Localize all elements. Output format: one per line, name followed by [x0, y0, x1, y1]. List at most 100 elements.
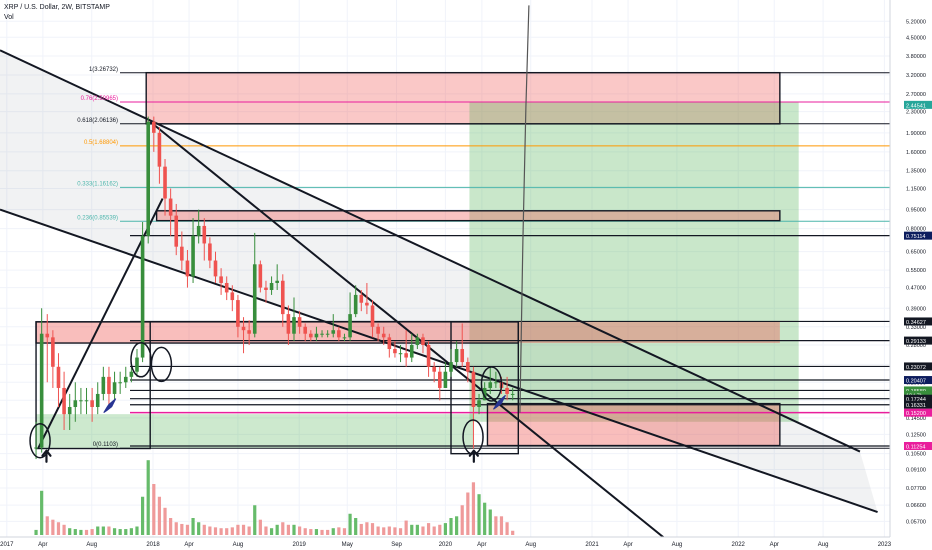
volume-bar: [415, 524, 419, 535]
price-label-bg: [904, 408, 932, 417]
candle-body: [477, 400, 481, 408]
candle-body: [325, 333, 330, 335]
candle-body: [337, 330, 341, 338]
rocket-icon: [493, 394, 506, 410]
highlight-ellipse: [29, 422, 51, 459]
volume-bar: [320, 529, 324, 535]
x-tick-label: Aug: [233, 542, 244, 548]
candle-body: [258, 264, 263, 288]
zone-rect: [36, 321, 780, 344]
candle-body: [180, 246, 184, 261]
candle-body: [286, 314, 291, 334]
candle-body: [393, 349, 397, 354]
volume-bar: [337, 527, 341, 535]
volume-bar: [477, 494, 481, 535]
box-frame: [486, 402, 781, 447]
volume-bar: [180, 523, 184, 535]
candle-body: [236, 300, 240, 327]
candle-body: [224, 282, 229, 293]
volume-bar: [410, 524, 414, 535]
volume-bar: [466, 492, 470, 535]
price-label-bg: [904, 400, 932, 409]
volume-bar: [432, 526, 436, 535]
price-label-bg: [904, 231, 932, 240]
x-tick-label: Apr: [38, 542, 47, 548]
candle-body: [510, 393, 515, 395]
volume-bar: [241, 524, 246, 535]
box-frame: [145, 71, 781, 125]
x-tick-label: 2021: [585, 542, 599, 548]
volume-bar: [499, 516, 504, 535]
candle-body: [34, 447, 38, 449]
candle-body: [460, 349, 465, 363]
zone-rect: [487, 403, 780, 446]
price-axis-bg: [890, 0, 932, 550]
trend-line: [149, 120, 665, 537]
volume-bar: [393, 527, 397, 535]
volume-bar: [225, 528, 229, 535]
candle-body: [146, 121, 150, 236]
y-tick-label: 1.90000: [906, 131, 926, 137]
volume-bar: [460, 505, 464, 535]
candle-body: [264, 287, 268, 290]
y-tick-label: 0.28000: [906, 343, 926, 349]
price-label: 2.44541: [906, 103, 926, 109]
candle-body: [135, 357, 139, 372]
price-label: 0.75114: [906, 234, 925, 240]
price-label-bg: [904, 386, 932, 395]
price-label: 0.23072: [906, 365, 926, 371]
candle-body: [454, 349, 459, 363]
volume-bar: [73, 529, 77, 535]
candle-body: [185, 260, 190, 277]
volume-bar: [34, 529, 38, 535]
candle-body: [95, 393, 100, 408]
highlight-ellipse: [130, 342, 152, 378]
x-tick-label: Aug: [672, 542, 683, 548]
candle-body: [196, 225, 201, 236]
highlight-ellipse: [150, 346, 173, 383]
y-tick-label: 3.20000: [906, 73, 926, 79]
candle-body: [303, 326, 308, 334]
price-label: 0.15200: [906, 411, 926, 417]
candle-body: [241, 326, 246, 331]
zone-rect: [156, 210, 780, 221]
candle-body: [376, 326, 380, 334]
price-label: 0.11254: [906, 444, 925, 450]
y-tick-label: 1.35000: [906, 169, 926, 175]
candle-body: [320, 333, 324, 335]
candle-body: [370, 305, 375, 327]
volume-bar: [398, 528, 403, 535]
y-tick-label: 0.12500: [906, 432, 926, 438]
y-tick-label: 1.15000: [906, 186, 926, 192]
up-arrow-icon: [468, 449, 479, 463]
volume-bar: [488, 509, 492, 535]
volume-bar: [62, 524, 66, 535]
candle-body: [432, 366, 436, 372]
volume-bar: [309, 529, 313, 535]
volume-bar: [90, 529, 94, 535]
x-tick-label: Aug: [818, 542, 829, 548]
candle-body: [314, 333, 319, 338]
volume-bar: [124, 529, 128, 535]
volume-bar: [359, 523, 363, 535]
volume-bar: [140, 496, 145, 535]
y-tick-label: 0.05700: [906, 519, 926, 525]
volume-bar: [404, 520, 408, 535]
volume-bar: [230, 527, 234, 535]
volume-bar: [494, 516, 498, 535]
volume-bar: [174, 522, 178, 535]
y-tick-label: 0.09100: [906, 468, 926, 474]
candle-body: [348, 314, 352, 338]
price-label-bg: [904, 441, 932, 450]
volume-bar: [45, 516, 49, 535]
volume-bar: [342, 528, 347, 535]
volume-bar: [107, 526, 111, 535]
fib-level-label: 0.618(2.06136): [77, 118, 118, 124]
candle-body: [62, 387, 66, 415]
price-label-bg: [904, 394, 932, 403]
y-tick-label: 0.55000: [906, 268, 926, 274]
candle-body: [309, 333, 313, 338]
y-tick-label: 4.50000: [906, 35, 926, 41]
